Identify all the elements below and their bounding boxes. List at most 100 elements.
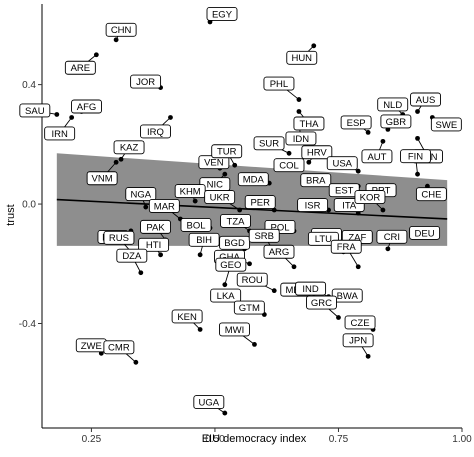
- label-text: IND: [302, 284, 319, 295]
- x-tick-label: 0.50: [205, 434, 225, 445]
- point-label: CHE: [415, 187, 447, 202]
- label-text: IDN: [293, 134, 310, 145]
- data-point: [143, 204, 149, 210]
- regression-line: [56, 198, 448, 220]
- data-point: [296, 97, 302, 102]
- label-box: [193, 395, 225, 410]
- label-box: [210, 288, 242, 303]
- label-text: EST: [335, 186, 354, 197]
- data-point: [296, 109, 302, 114]
- label-text: IRN: [51, 129, 68, 140]
- point-label: BIH: [188, 232, 220, 247]
- label-text: KAZ: [120, 143, 139, 154]
- label-box: [130, 74, 162, 89]
- label-box: [103, 340, 135, 355]
- label-box: [342, 333, 374, 348]
- label-box: [103, 230, 135, 245]
- label-text: THA: [299, 119, 319, 130]
- label-box: [285, 131, 317, 146]
- label-box: [180, 217, 212, 232]
- data-point: [415, 135, 420, 141]
- label-text: PER: [250, 197, 270, 208]
- point-label: THA: [293, 116, 325, 131]
- label-text: ARG: [269, 247, 290, 258]
- label-box: [253, 136, 285, 151]
- data-point: [415, 109, 420, 114]
- label-box: [361, 149, 393, 164]
- data-point: [93, 52, 99, 58]
- data-point: [158, 252, 163, 258]
- label-box: [215, 257, 247, 272]
- label-text: GRC: [311, 298, 332, 309]
- label-box: [415, 187, 447, 202]
- point-label: VEN: [198, 155, 230, 170]
- label-text: COL: [279, 161, 299, 172]
- point-label: KOR: [354, 190, 386, 204]
- label-text: GBR: [386, 117, 407, 128]
- label-box: [263, 244, 295, 259]
- point-label: IDN: [285, 131, 317, 146]
- data-point: [192, 198, 198, 204]
- y-tick-label: -0.4: [19, 319, 37, 330]
- label-box: [301, 145, 333, 160]
- point-label: JPN: [342, 333, 374, 348]
- label-box: [125, 187, 157, 201]
- label-box: [113, 140, 145, 155]
- x-axis-title: EIU democracy index: [202, 433, 307, 445]
- point-label: ZWE: [75, 338, 107, 353]
- point-label: NGA: [125, 187, 157, 201]
- x-tick-label: 0.25: [82, 434, 102, 445]
- point-label: GTM: [233, 300, 265, 315]
- label-text: JOR: [136, 77, 155, 88]
- label-text: MDA: [243, 175, 265, 186]
- point-label: BGD: [219, 235, 251, 250]
- label-box: [116, 248, 148, 263]
- point-label: SWE: [430, 117, 462, 132]
- point-label: PHL: [263, 76, 295, 91]
- x-tick-label: 1.00: [452, 434, 472, 445]
- data-point: [232, 162, 238, 168]
- axes-layer: 0.25 0.50 0.75 1.00 -0.4 0.0 0.4: [19, 4, 472, 445]
- point-label: KHM: [174, 184, 206, 199]
- point-label: CMR: [103, 340, 135, 355]
- data-point: [365, 129, 371, 135]
- label-text: HTI: [146, 240, 161, 251]
- label-box: [430, 117, 462, 132]
- label-box: [377, 97, 409, 112]
- label-box: [188, 232, 220, 247]
- data-point: [306, 159, 312, 165]
- label-text: SRB: [254, 231, 274, 242]
- data-point: [54, 112, 60, 117]
- label-box: [138, 237, 170, 252]
- data-point: [247, 261, 252, 267]
- label-text: AUT: [367, 152, 386, 163]
- label-text: RUS: [109, 233, 129, 244]
- label-box: [340, 115, 372, 130]
- label-text: NGA: [130, 189, 151, 200]
- label-text: CMR: [108, 343, 130, 354]
- label-text: BRA: [306, 176, 326, 187]
- label-text: BIH: [196, 235, 212, 246]
- label-box: [376, 229, 408, 244]
- label-text: ZWE: [81, 341, 102, 352]
- data-point: [69, 115, 75, 120]
- data-point: [237, 207, 243, 213]
- data-point: [118, 156, 124, 162]
- label-box: [71, 99, 102, 114]
- label-box: [295, 281, 327, 296]
- point-label: RUS: [103, 230, 135, 245]
- label-text: CZE: [351, 318, 370, 329]
- point-label: ESP: [340, 115, 372, 130]
- point-label: ROU: [236, 272, 268, 287]
- label-text: KOR: [360, 192, 381, 203]
- label-box: [236, 272, 268, 287]
- label-text: CHN: [111, 25, 132, 36]
- data-point: [222, 171, 228, 177]
- label-box: [64, 60, 96, 75]
- data-point: [336, 315, 341, 320]
- label-text: MAR: [154, 201, 175, 212]
- label-box: [237, 172, 269, 187]
- point-label: FIN: [400, 149, 431, 164]
- point-label: MWI: [219, 322, 250, 337]
